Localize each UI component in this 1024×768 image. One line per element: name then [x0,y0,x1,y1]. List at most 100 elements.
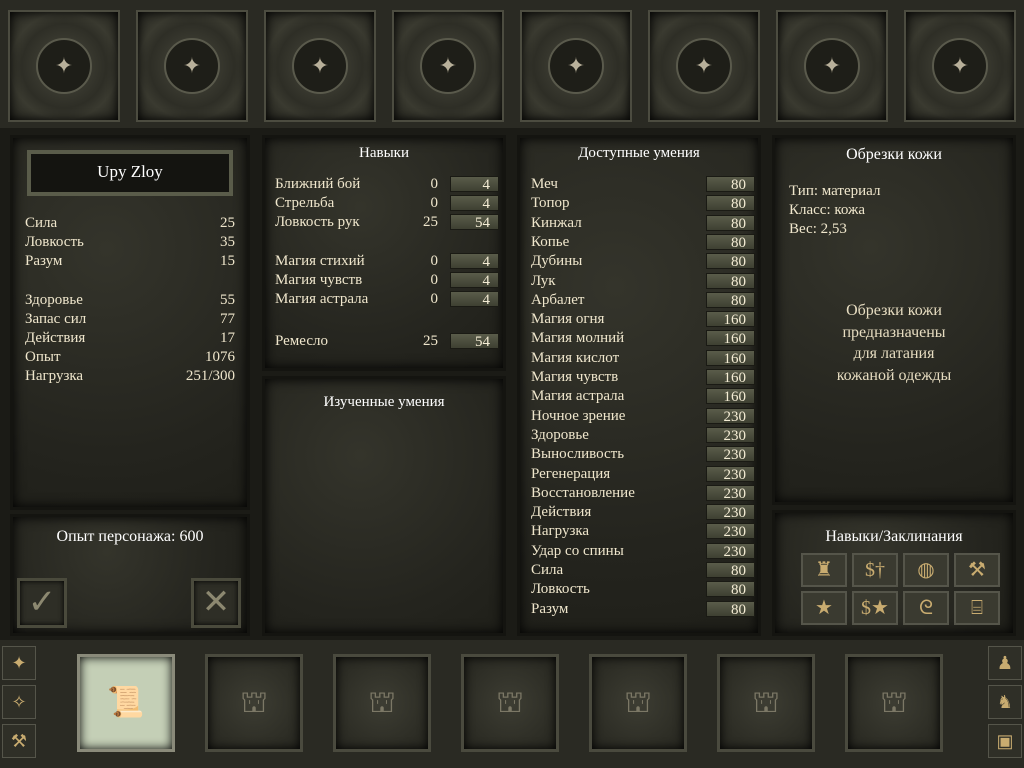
bag-emblem-icon: ⛫ [368,686,396,719]
available-skill-row[interactable]: Регенерация 230 [531,465,756,484]
available-skill-row[interactable]: Выносливость 230 [531,445,756,464]
skill-row[interactable]: Магия чувств 0 4 [275,271,500,290]
cancel-button[interactable]: ✕ [191,578,241,628]
magic-shortcut-icon[interactable]: ✧ [2,685,36,719]
bag-emblem-icon: ⛫ [880,686,908,719]
available-skill-cost[interactable]: 160 [706,349,755,367]
available-skill-row[interactable]: Лук 80 [531,272,756,291]
skill-row[interactable]: Магия стихий 0 4 [275,252,500,271]
available-skill-cost[interactable]: 80 [706,600,755,618]
available-skill-cost[interactable]: 80 [706,214,755,232]
available-skill-cost[interactable]: 80 [706,272,755,290]
skill-value[interactable]: 4 [450,272,499,289]
hotbar-slot-empty[interactable]: ⛫ [717,654,815,752]
party-shortcut-icon[interactable]: ♞ [988,685,1022,719]
ornament-tile: ✦ [776,10,888,122]
available-skill-cost[interactable]: 230 [706,446,755,463]
vital-value: 55 [220,292,235,308]
available-skill-cost[interactable]: 230 [706,407,755,425]
available-skill-cost[interactable]: 230 [706,426,755,444]
skill-row[interactable]: Ремесло 25 54 [275,332,500,351]
available-skill-cost[interactable]: 230 [706,523,755,540]
available-skill-row[interactable]: Разум 80 [531,600,756,619]
tools-shortcut-icon[interactable]: ⚒ [2,724,36,758]
skill-value[interactable]: 54 [450,214,499,231]
trade-magic-icon[interactable]: $★ [852,591,898,625]
stat-value: 35 [220,234,235,250]
available-skill-row[interactable]: Ночное зрение 230 [531,407,756,426]
available-skill-row[interactable]: Топор 80 [531,194,756,213]
available-skill-row[interactable]: Магия огня 160 [531,310,756,329]
hotbar-slot-empty[interactable]: ⛫ [461,654,559,752]
available-skill-row[interactable]: Магия чувств 160 [531,368,756,387]
skill-label: Ремесло [275,333,328,349]
skill-value[interactable]: 4 [450,253,499,270]
available-skill-row[interactable]: Арбалет 80 [531,291,756,310]
hotbar-slot-empty[interactable]: ⛫ [845,654,943,752]
skill-value[interactable]: 54 [450,333,499,350]
available-skill-cost[interactable]: 230 [706,542,755,560]
skill-value[interactable]: 4 [450,291,499,308]
available-skill-label: Выносливость [531,446,625,463]
available-skill-cost[interactable]: 160 [706,330,755,347]
shield-tools-icon[interactable]: ◍ [903,553,949,587]
available-skill-cost[interactable]: 160 [706,388,755,405]
inventory-chest-icon[interactable]: ▣ [988,724,1022,758]
scroll-icon[interactable]: ᘓ [903,591,949,625]
available-skill-row[interactable]: Кинжал 80 [531,214,756,233]
available-skill-row[interactable]: Меч 80 [531,175,756,194]
character-shortcut-icon[interactable]: ♟ [988,646,1022,680]
skill-label: Ближний бой [275,176,361,192]
hotbar-slot-selected[interactable]: 📜 [77,654,175,752]
skill-row[interactable]: Стрельба 0 4 [275,194,500,213]
available-skill-label: Нагрузка [531,523,590,540]
skill-value[interactable]: 4 [450,176,499,193]
available-skill-row[interactable]: Дубины 80 [531,252,756,271]
available-skill-row[interactable]: Ловкость 80 [531,580,756,599]
available-skill-row[interactable]: Нагрузка 230 [531,522,756,541]
skill-row[interactable]: Магия астрала 0 4 [275,290,500,309]
tabs-panel: Навыки/Заклинания ♜ $† ◍ ⚒ ★ $★ ᘓ ⌸ [772,510,1016,636]
skill-value[interactable]: 4 [450,195,499,212]
skill-row[interactable]: Ловкость рук 25 54 [275,213,500,232]
skill-base: 0 [430,253,439,269]
stars-icon[interactable]: ★ [801,591,847,625]
available-skill-cost[interactable]: 230 [706,465,755,483]
available-skill-cost[interactable]: 80 [706,562,755,579]
available-skill-row[interactable]: Удар со спины 230 [531,542,756,561]
vital-label: Запас сил [25,311,87,327]
skills-shortcut-icon[interactable]: ✦ [2,646,36,680]
hotbar-slot-empty[interactable]: ⛫ [589,654,687,752]
available-skill-row[interactable]: Восстановление 230 [531,484,756,503]
available-skill-row[interactable]: Сила 80 [531,561,756,580]
anvil-icon[interactable]: ⌸ [954,591,1000,625]
available-skill-cost[interactable]: 80 [706,195,755,212]
hammer-icon[interactable]: ⚒ [954,553,1000,587]
stat-label: Ловкость [25,234,84,250]
available-skill-cost[interactable]: 160 [706,369,755,386]
hotbar-slot-empty[interactable]: ⛫ [205,654,303,752]
hotbar-slot-empty[interactable]: ⛫ [333,654,431,752]
available-skill-label: Ловкость [531,581,590,598]
available-skill-row[interactable]: Магия кислот 160 [531,349,756,368]
available-skill-cost[interactable]: 80 [706,581,755,598]
available-skill-cost[interactable]: 160 [706,311,755,328]
armor-icon[interactable]: ♜ [801,553,847,587]
available-skill-cost[interactable]: 80 [706,253,755,270]
skill-row[interactable]: Ближний бой 0 4 [275,175,500,194]
available-skill-row[interactable]: Здоровье 230 [531,426,756,445]
available-skill-row[interactable]: Магия молний 160 [531,329,756,348]
available-skill-row[interactable]: Действия 230 [531,503,756,522]
skill-base: 0 [430,195,439,211]
available-skill-cost[interactable]: 80 [706,233,755,251]
available-skill-row[interactable]: Копье 80 [531,233,756,252]
available-skill-cost[interactable]: 80 [706,176,755,193]
available-skill-cost[interactable]: 230 [706,484,755,502]
available-skill-cost[interactable]: 80 [706,291,755,309]
available-skill-cost[interactable]: 230 [706,504,755,521]
available-skill-row[interactable]: Магия астрала 160 [531,387,756,406]
available-skill-label: Копье [531,233,570,250]
accept-button[interactable]: ✓ [17,578,67,628]
learned-skills-panel: Изученные умения [262,376,506,636]
trade-weapon-icon[interactable]: $† [852,553,898,587]
